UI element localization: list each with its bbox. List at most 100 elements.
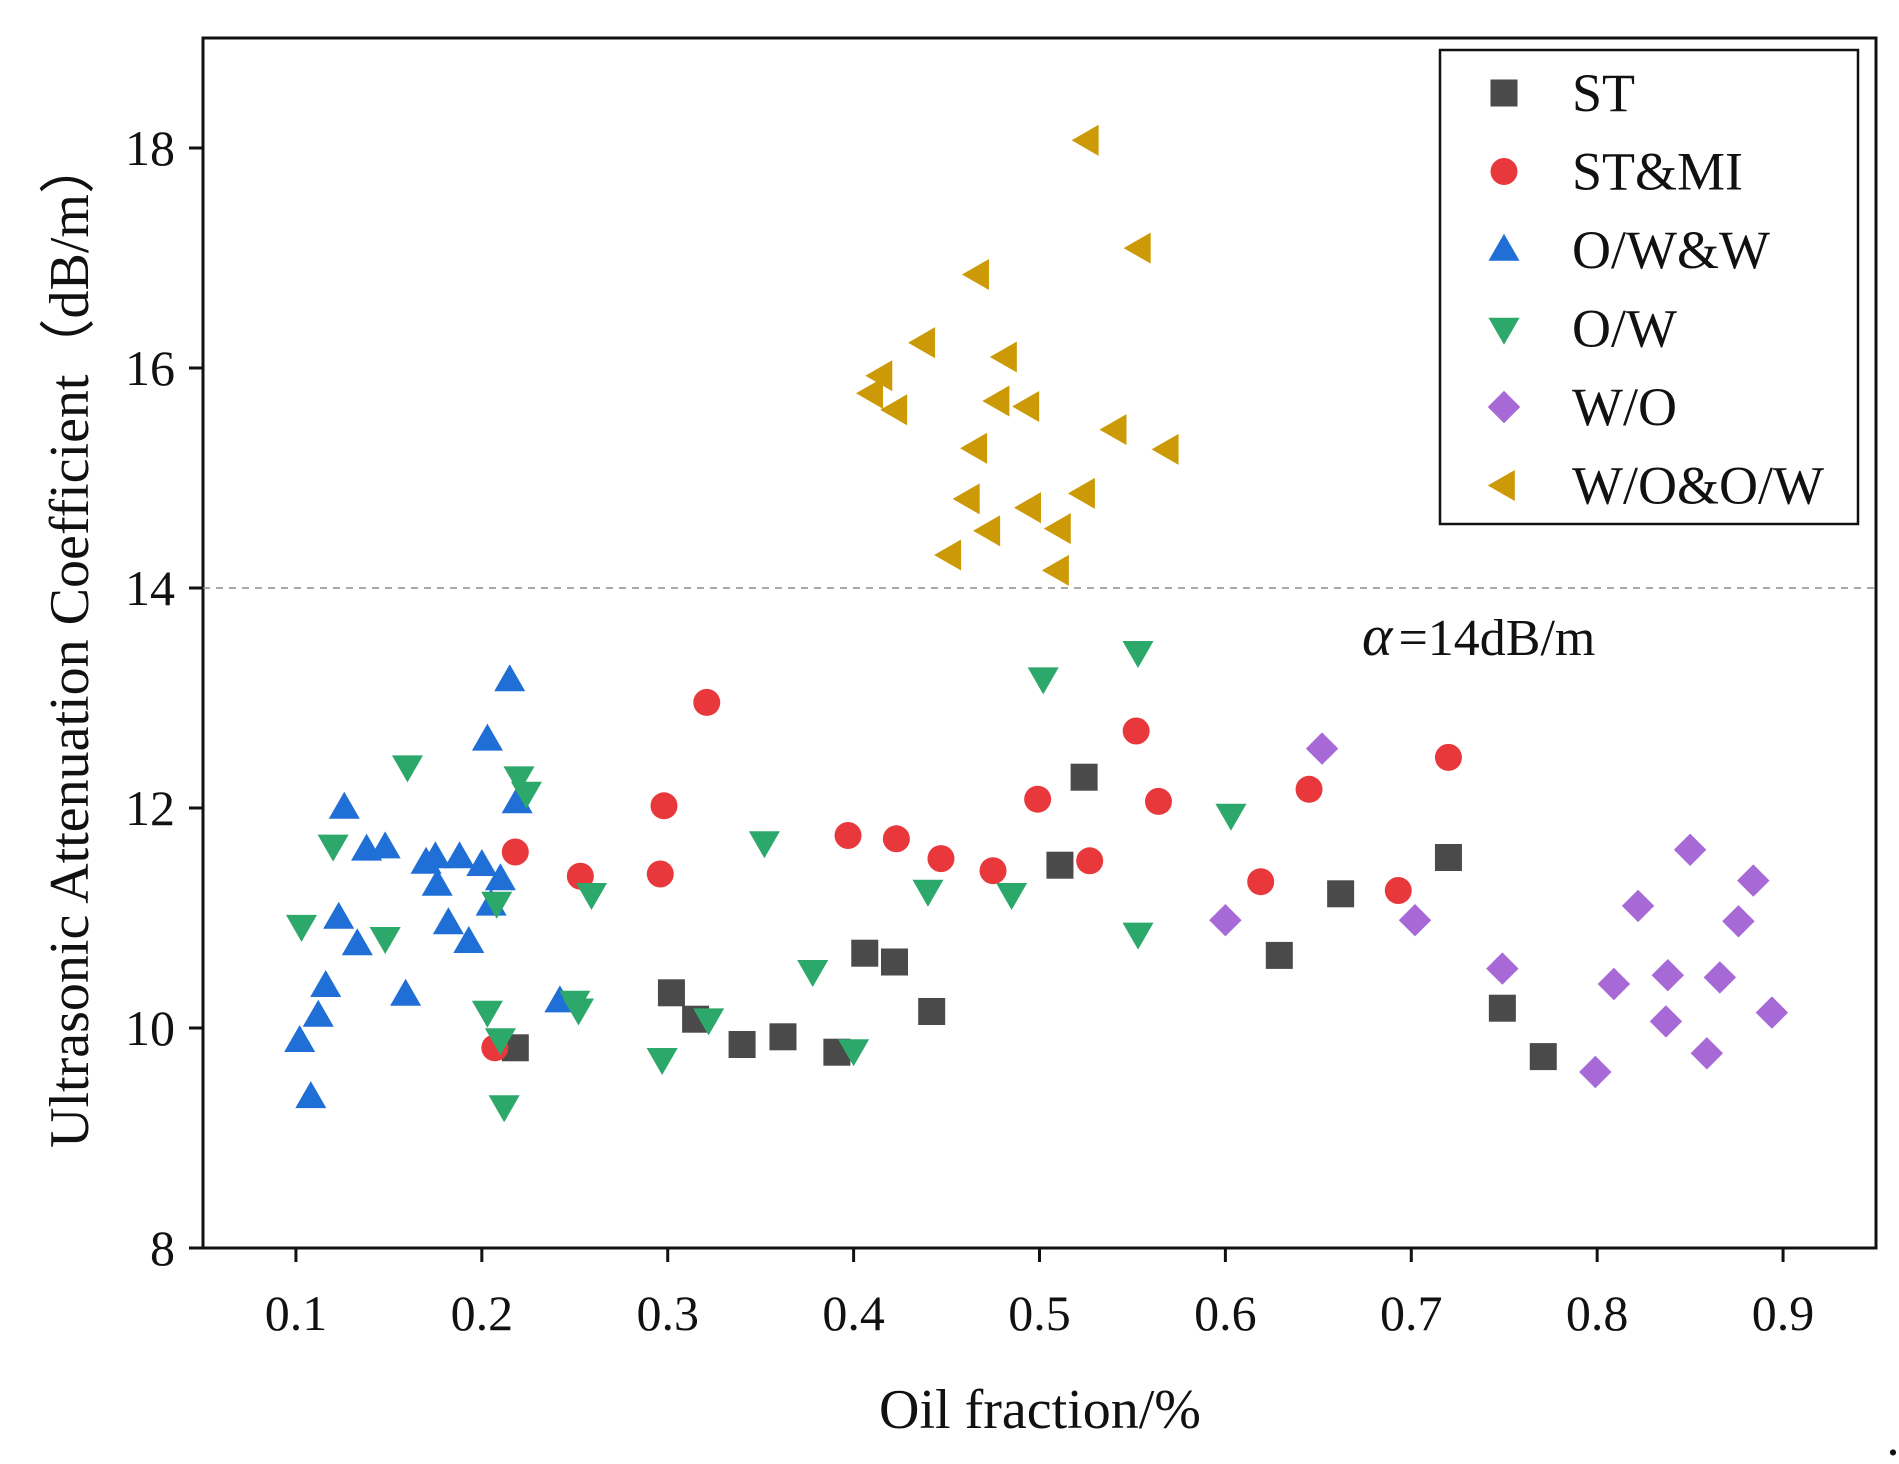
data-point [1674,834,1706,866]
data-point [392,755,423,782]
data-point [880,394,907,425]
data-point [1622,890,1654,922]
data-point [729,1031,756,1058]
data-point [1704,961,1736,993]
x-tick-label: 0.9 [1752,1285,1815,1341]
data-point [953,483,980,514]
data-point [1152,434,1179,465]
legend-label-o-w: O/W [1572,299,1677,359]
y-tick-label: 8 [150,1220,175,1276]
data-point [1489,995,1516,1022]
data-point [1691,1037,1723,1069]
data-point [693,689,720,716]
data-point [1145,788,1172,815]
data-point [980,857,1007,884]
legend-box [1440,50,1858,524]
data-point [1122,923,1153,950]
data-point [1068,478,1095,509]
data-point [444,841,475,868]
data-point [1435,844,1462,871]
data-point [576,883,607,910]
legend-label-st: ST [1572,63,1635,123]
data-point [851,940,878,967]
x-tick-label: 0.2 [451,1285,514,1341]
data-point [1598,968,1630,1000]
series-o-w-and-w [284,664,575,1108]
data-point [1247,868,1274,895]
data-point [472,1001,503,1028]
data-point [1650,1005,1682,1037]
data-point [284,1025,315,1052]
y-tick-label: 12 [125,780,175,836]
legend-marker-st-and-mi [1491,158,1518,185]
legend-label-st-and-mi: ST&MI [1572,142,1743,202]
data-point [1652,959,1684,991]
data-point [881,949,908,976]
data-point [1123,718,1150,745]
data-point [1100,414,1127,445]
data-point [1215,804,1246,831]
legend-label-w-o-and-o-w: W/O&O/W [1572,456,1824,516]
data-point [1044,513,1071,544]
data-point [472,724,503,751]
data-point [651,792,678,819]
y-axis-title: Ultrasonic Attenuation Coefficient（dB/m） [39,138,101,1148]
data-point [342,928,373,955]
data-point [973,515,1000,546]
data-point [1266,942,1293,969]
data-point [1435,744,1462,771]
x-tick-label: 0.3 [636,1285,699,1341]
legend-label-w-o: W/O [1572,377,1677,437]
data-point [390,979,421,1006]
x-tick-label: 0.5 [1008,1285,1071,1341]
data-point [1756,996,1788,1028]
data-point [329,792,360,819]
legend-label-o-w-and-w: O/W&W [1572,220,1770,280]
data-point [1014,492,1041,523]
data-point [1327,880,1354,907]
data-point [962,259,989,290]
data-point [647,1048,678,1075]
data-point [1042,555,1069,586]
data-point [797,960,828,987]
reference-line-alpha: α [1362,603,1394,668]
y-tick-label: 18 [125,120,175,176]
data-point [1296,776,1323,803]
data-point [489,1095,520,1122]
data-point [1399,904,1431,936]
data-point [1579,1056,1611,1088]
x-tick-label: 0.8 [1566,1285,1629,1341]
legend-marker-st [1491,80,1518,107]
data-point [1306,732,1338,764]
data-point [310,970,341,997]
data-point [960,433,987,464]
data-point [1124,233,1151,264]
x-tick-label: 0.4 [822,1285,885,1341]
reference-line-value: =14dB/m [1398,610,1595,667]
data-point [370,831,401,858]
reference-line-label: α=14dB/m [1362,603,1595,668]
data-point [1737,864,1769,896]
data-point [1072,125,1099,156]
data-point [1076,847,1103,874]
data-point [433,907,464,934]
data-point [927,845,954,872]
data-point [502,839,529,866]
data-point [370,927,401,954]
data-point [1385,877,1412,904]
data-point [749,831,780,858]
x-tick-label: 0.7 [1380,1285,1443,1341]
data-point [1209,904,1241,936]
data-point [658,979,685,1006]
data-point [1071,764,1098,791]
data-point [295,1081,326,1108]
data-point [996,883,1027,910]
data-point [303,1000,334,1027]
data-point [1028,667,1059,694]
y-tick-label: 16 [125,340,175,396]
data-point [883,825,910,852]
x-axis-title: Oil fraction/% [879,1379,1201,1441]
data-point [1024,786,1051,813]
